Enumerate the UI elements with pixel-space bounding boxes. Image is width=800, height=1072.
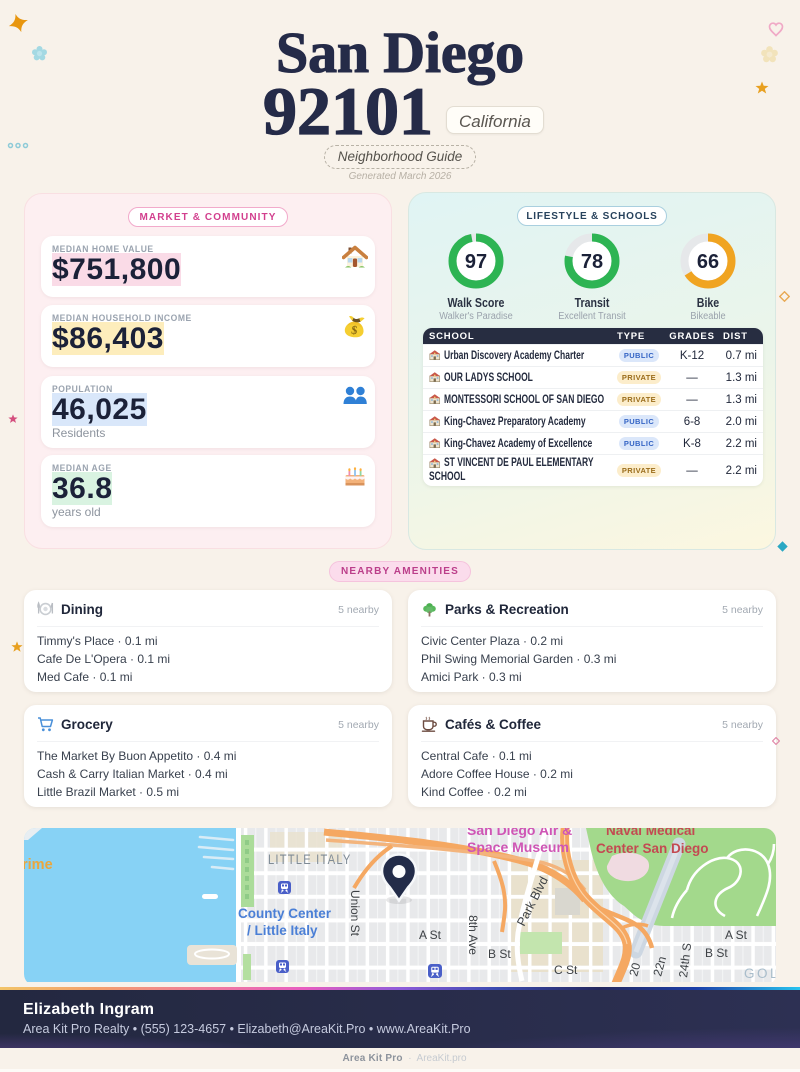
svg-text:San Diego Air &: San Diego Air & xyxy=(467,828,572,838)
svg-text:GOL: GOL xyxy=(744,966,776,981)
svg-text:Space Museum: Space Museum xyxy=(467,839,569,855)
svg-text:Center San Diego: Center San Diego xyxy=(596,841,709,856)
svg-text:$: $ xyxy=(351,323,359,338)
svg-text:B St: B St xyxy=(705,946,728,960)
svg-text:A St: A St xyxy=(725,928,748,942)
svg-text:County Center: County Center xyxy=(238,906,332,921)
svg-text:rime: rime xyxy=(24,857,53,873)
svg-text:Naval Medical: Naval Medical xyxy=(606,828,695,838)
svg-text:66: 66 xyxy=(697,251,719,273)
svg-text:B St: B St xyxy=(488,947,511,961)
svg-text:Union St: Union St xyxy=(348,890,362,937)
svg-text:22n: 22n xyxy=(650,955,669,978)
svg-text:LITTLE ITALY: LITTLE ITALY xyxy=(268,852,352,867)
svg-text:97: 97 xyxy=(465,251,487,273)
svg-text:20: 20 xyxy=(626,961,643,978)
svg-text:A St: A St xyxy=(419,928,442,942)
svg-text:/ Little Italy: / Little Italy xyxy=(247,923,318,938)
svg-text:24th S: 24th S xyxy=(676,942,694,978)
svg-text:8th Ave: 8th Ave xyxy=(466,915,480,955)
svg-text:C St: C St xyxy=(554,963,578,977)
svg-text:78: 78 xyxy=(581,251,603,273)
